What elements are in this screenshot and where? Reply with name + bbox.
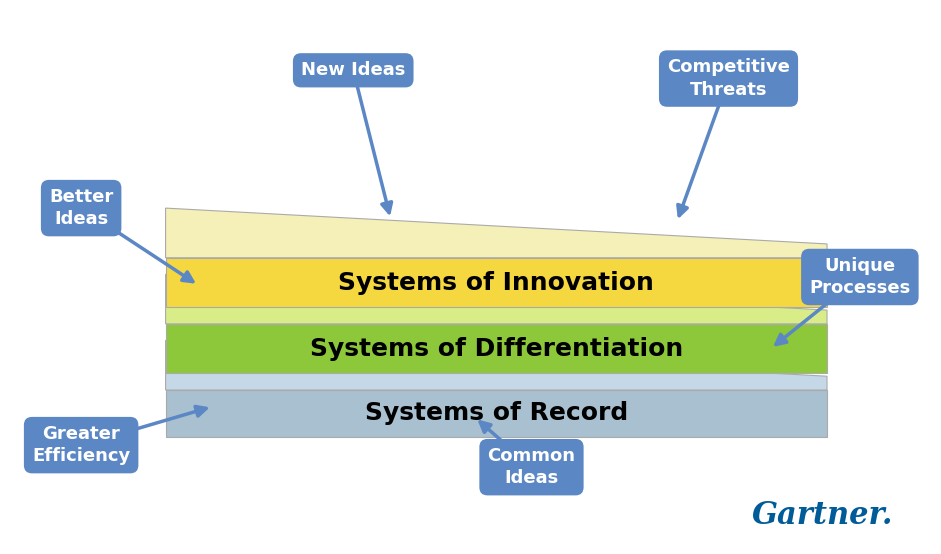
- Polygon shape: [166, 274, 827, 324]
- Text: Systems of Differentiation: Systems of Differentiation: [310, 337, 683, 361]
- Polygon shape: [166, 390, 827, 437]
- Polygon shape: [166, 208, 827, 258]
- Text: Greater
Efficiency: Greater Efficiency: [32, 425, 130, 465]
- Polygon shape: [166, 340, 827, 390]
- Text: Systems of Record: Systems of Record: [365, 402, 628, 425]
- Text: Competitive
Threats: Competitive Threats: [667, 59, 789, 99]
- Polygon shape: [166, 258, 827, 307]
- Text: Common
Ideas: Common Ideas: [487, 447, 576, 488]
- Text: Better
Ideas: Better Ideas: [49, 188, 113, 228]
- Text: Unique
Processes: Unique Processes: [809, 257, 911, 297]
- Text: Systems of Innovation: Systems of Innovation: [339, 270, 654, 295]
- Polygon shape: [166, 324, 827, 373]
- Text: Gartner.: Gartner.: [752, 500, 893, 531]
- Text: New Ideas: New Ideas: [301, 61, 406, 79]
